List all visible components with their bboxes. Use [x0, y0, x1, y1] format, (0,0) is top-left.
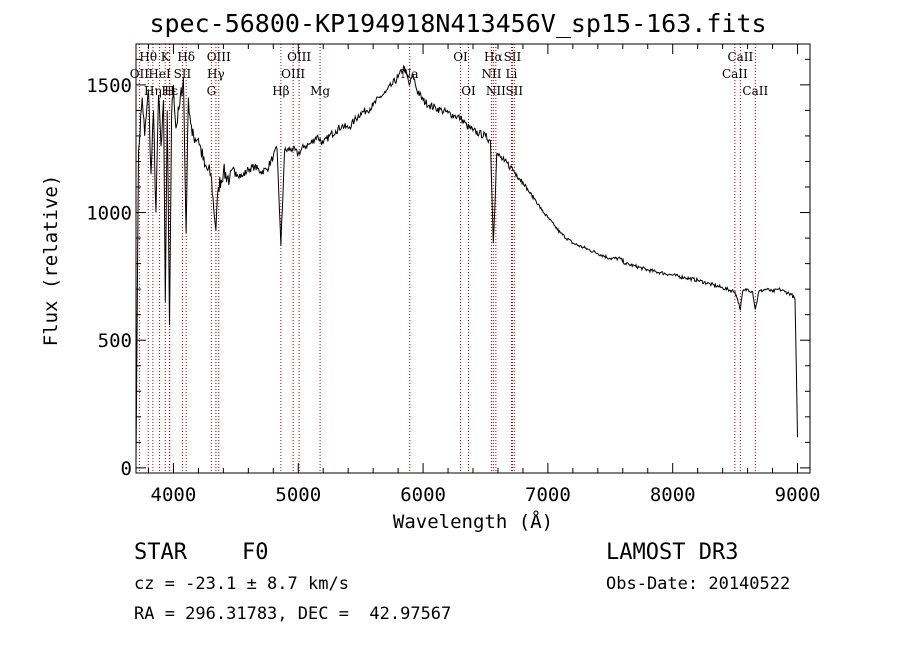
- line-label: OII: [130, 67, 150, 81]
- line-label: OI: [453, 50, 468, 64]
- line-label: SII: [504, 50, 522, 64]
- line-label: CaII: [742, 84, 768, 98]
- line-label: OIII: [207, 50, 231, 64]
- y-tick-label: 500: [98, 330, 132, 352]
- object-class: STAR: [134, 540, 187, 565]
- coordinates: RA = 296.31783, DEC = 42.97567: [134, 604, 452, 624]
- spectrum-series: [135, 64, 798, 463]
- redshift-readout: cz = -23.1 ± 8.7 km/s: [134, 574, 349, 594]
- line-label: Hθ: [139, 50, 157, 64]
- y-tick-label: 1500: [86, 75, 132, 97]
- line-label: NII: [481, 67, 501, 81]
- x-tick-label: 6000: [400, 484, 446, 506]
- y-tick-label: 1000: [86, 203, 132, 225]
- line-label: Mg: [310, 84, 330, 98]
- line-label: SII: [505, 84, 523, 98]
- x-axis-label: Wavelength (Å): [393, 510, 553, 533]
- line-label: CaII: [722, 67, 748, 81]
- x-tick-label: 4000: [151, 484, 197, 506]
- line-label: Hα: [484, 50, 503, 64]
- x-tick-label: 8000: [650, 484, 696, 506]
- x-tick-label: 5000: [275, 484, 321, 506]
- object-subclass: F0: [242, 540, 269, 565]
- x-tick-label: 7000: [525, 484, 571, 506]
- survey-name: LAMOST DR3: [606, 540, 739, 565]
- line-label: SII: [174, 67, 192, 81]
- line-label: Li: [506, 67, 518, 81]
- line-label: K: [161, 50, 171, 64]
- line-label: HeI: [148, 67, 171, 81]
- line-label: H: [164, 84, 174, 98]
- line-label: Hβ: [272, 84, 289, 98]
- obs-date: Obs-Date: 20140522: [606, 574, 791, 594]
- y-tick-label: 0: [121, 458, 132, 480]
- spectrum-line: [135, 64, 798, 463]
- axes: 4000 5000 6000 7000 8000 9000 0 500 1000 1500: [86, 44, 820, 506]
- line-label: OI: [461, 84, 476, 98]
- plot-frame: [135, 43, 811, 474]
- y-axis-label: Flux (relative): [40, 175, 62, 347]
- line-label: Hδ: [177, 50, 195, 64]
- line-label: Hγ: [207, 67, 225, 81]
- line-label: CaII: [727, 50, 753, 64]
- line-label: OIII: [281, 67, 305, 81]
- x-tick-label: 9000: [775, 484, 821, 506]
- line-label: OIII: [287, 50, 311, 64]
- line-label: G: [207, 84, 217, 98]
- line-label: NII: [486, 84, 506, 98]
- chart-title: spec-56800-KP194918N413456V_sp15-163.fit…: [149, 9, 766, 38]
